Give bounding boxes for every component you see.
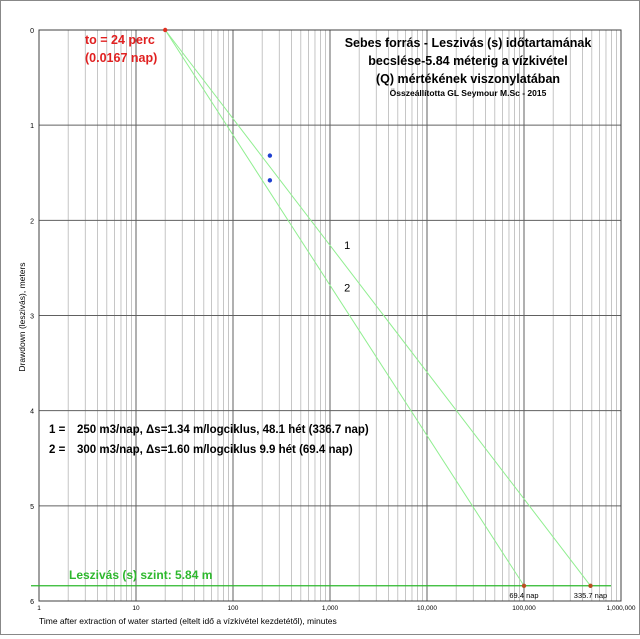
observed-point xyxy=(267,178,273,183)
series-line-1 xyxy=(164,29,591,587)
legend-line-2-key: 2 = xyxy=(49,444,66,456)
x-tick-label: 1,000 xyxy=(322,605,339,612)
level-marker xyxy=(588,583,593,588)
y-tick-label: 0 xyxy=(30,28,34,35)
series-label-1: 1 xyxy=(344,240,350,252)
observed-point xyxy=(267,153,273,158)
y-tick-label: 6 xyxy=(30,599,34,606)
y-axis-label: Drawdown (leszivás), meters xyxy=(17,262,27,371)
y-tick-label: 1 xyxy=(30,123,34,130)
chart-title-line-3: (Q) mértékének viszonylatában xyxy=(376,72,560,86)
origin-point xyxy=(162,27,168,33)
level-line-label: Leszivás (s) szint: 5.84 m xyxy=(69,568,212,582)
legend-line-2-text: 300 m3/nap, Δs=1.60 m/logciklus 9.9 hét … xyxy=(77,444,353,456)
level-marker-label: 335.7 nap xyxy=(574,591,607,600)
origin-label-line-2: (0.0167 nap) xyxy=(85,51,157,65)
y-tick-label: 5 xyxy=(30,504,34,511)
x-tick-label: 10 xyxy=(132,605,140,612)
x-tick-label: 100 xyxy=(228,605,239,612)
grid xyxy=(38,29,622,602)
series-line-2 xyxy=(164,29,525,587)
x-tick-label: 100,000 xyxy=(512,605,536,612)
x-tick-label: 1 xyxy=(37,605,41,612)
chart-title-line-2: becslése-5.84 méterig a vízkivétel xyxy=(368,54,567,68)
plot-border xyxy=(38,29,622,602)
y-tick-label: 3 xyxy=(30,314,34,321)
x-tick-label: 10,000 xyxy=(417,605,437,612)
x-tick-label: 1,000,000 xyxy=(607,605,636,612)
legend-line-1-text: 250 m3/nap, Δs=1.34 m/logciklus, 48.1 hé… xyxy=(77,424,369,436)
chart-title-line-1: Sebes forrás - Leszivás (s) időtartamána… xyxy=(345,36,592,50)
series-layer: 12 xyxy=(31,29,611,587)
markers-layer: 69.4 nap 335.7 nap xyxy=(162,27,607,600)
level-marker-label: 69.4 nap xyxy=(509,591,538,600)
origin-label-line-1: to = 24 perc xyxy=(85,33,155,47)
legend-line-1-key: 1 = xyxy=(49,424,66,436)
y-tick-label: 2 xyxy=(30,218,34,225)
y-tick-label: 4 xyxy=(30,409,34,416)
x-axis-label: Time after extraction of water started (… xyxy=(39,616,337,626)
level-marker xyxy=(521,583,527,588)
chart-subtitle: Összeállította GL Seymour M.Sc - 2015 xyxy=(390,88,547,98)
series-label-2: 2 xyxy=(344,283,350,295)
